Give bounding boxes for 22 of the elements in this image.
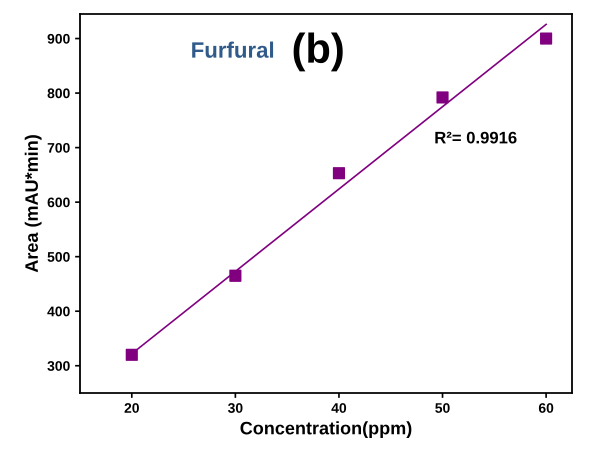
y-tick-label: 900: [48, 34, 70, 44]
y-tick-label: 300: [47, 361, 70, 371]
point: [540, 32, 552, 45]
y-tick-label: 600: [48, 197, 70, 208]
x-tick-label: 50: [435, 403, 450, 413]
y-tick-label: 500: [48, 252, 70, 262]
x-axis-title: Concentration(ppm): [240, 421, 412, 438]
point: [229, 270, 242, 282]
annotation: R²= 0.9916: [435, 132, 517, 144]
y-axis-title: Area (mAU*min): [24, 135, 42, 272]
annotation: (b): [294, 32, 343, 72]
point: [126, 348, 138, 361]
y-tick-label: 400: [47, 306, 70, 316]
y-tick-label: 800: [48, 88, 70, 98]
x-tick-label: 40: [331, 403, 346, 413]
y-tick-label: 700: [48, 142, 70, 153]
annotation: Furfural: [192, 42, 274, 58]
point: [436, 91, 449, 104]
x-tick-label: 60: [538, 403, 554, 413]
x-tick-label: 30: [228, 403, 243, 413]
x-tick-label: 20: [124, 403, 139, 413]
point: [332, 167, 346, 180]
